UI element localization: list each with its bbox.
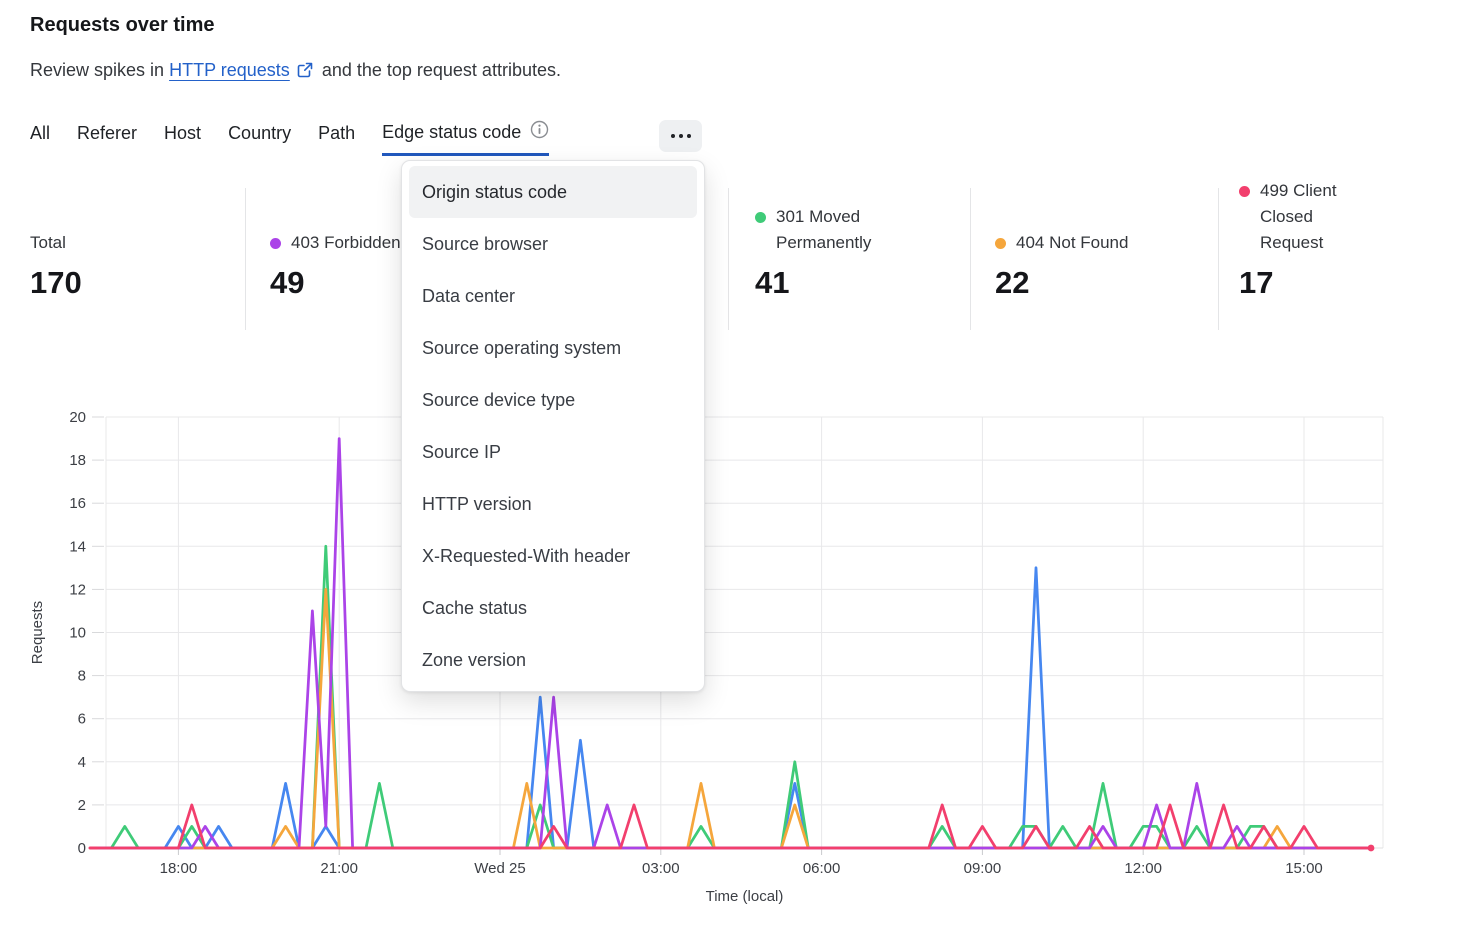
legend-dot — [995, 238, 1006, 249]
page-title: Requests over time — [30, 14, 215, 36]
menu-item-data-center[interactable]: Data center — [422, 285, 516, 306]
svg-text:21:00: 21:00 — [320, 860, 358, 877]
svg-text:15:00: 15:00 — [1285, 860, 1323, 877]
series-line-499-client-closed-request — [96, 803, 1373, 850]
svg-text:12: 12 — [69, 581, 86, 598]
legend-dot — [270, 238, 281, 249]
stat-value: 41 — [755, 265, 790, 300]
stats-row: Total 170 403 Forbidden 49 301 Moved Permane… — [0, 181, 1458, 338]
menu-item-source-ip[interactable]: Source IP — [422, 441, 502, 462]
stat-404-not-found: 404 Not Found 22 — [995, 188, 1155, 301]
svg-text:4: 4 — [78, 754, 86, 771]
svg-text:0: 0 — [78, 840, 86, 857]
tab-referer[interactable]: Referer — [77, 123, 138, 143]
stat-value: 49 — [270, 265, 305, 300]
svg-text:12:00: 12:00 — [1124, 860, 1162, 877]
svg-text:18: 18 — [69, 452, 86, 469]
subtitle-suffix: and the top request attributes. — [321, 60, 561, 80]
external-link-icon — [297, 62, 313, 83]
svg-text:16: 16 — [69, 495, 86, 512]
svg-text:Wed 25: Wed 25 — [474, 860, 525, 877]
stat-label: Total — [30, 233, 66, 252]
stat-label: 403 Forbidden — [291, 233, 401, 252]
svg-text:Requests: Requests — [29, 601, 46, 664]
tab-all[interactable]: All — [30, 123, 51, 143]
svg-text:8: 8 — [78, 668, 86, 685]
series-line-403-forbidden — [96, 437, 1373, 850]
svg-text:09:00: 09:00 — [964, 860, 1002, 877]
stat-value: 17 — [1239, 265, 1274, 300]
stat-301-moved-permanently: 301 Moved Permanently 41 — [755, 188, 875, 301]
attribute-dropdown-menu: Origin status code Source browser Data cen… — [401, 160, 705, 692]
tab-country[interactable]: Country — [228, 123, 292, 143]
ellipsis-icon — [670, 134, 675, 138]
menu-item-source-browser[interactable]: Source browser — [422, 233, 549, 254]
http-requests-link[interactable]: HTTP requests — [169, 60, 290, 80]
tab-host[interactable]: Host — [164, 123, 202, 143]
subtitle-prefix: Review spikes in — [30, 60, 165, 80]
tab-edge-status-code[interactable]: Edge status code — [382, 120, 550, 156]
subtitle: Review spikes in HTTP requests and the t… — [30, 60, 561, 83]
stat-label: 404 Not Found — [1016, 233, 1129, 252]
stat-divider — [245, 188, 246, 330]
stat-divider — [970, 188, 971, 330]
menu-item-cache-status[interactable]: Cache status — [422, 597, 528, 618]
stat-divider — [728, 188, 729, 330]
legend-dot — [1239, 186, 1250, 197]
svg-text:Time (local): Time (local) — [706, 888, 784, 905]
svg-text:06:00: 06:00 — [803, 860, 841, 877]
svg-text:18:00: 18:00 — [160, 860, 198, 877]
svg-text:6: 6 — [78, 711, 86, 728]
stat-value: 22 — [995, 265, 1030, 300]
menu-item-zone-version[interactable]: Zone version — [422, 649, 527, 670]
svg-text:10: 10 — [69, 625, 86, 642]
menu-item-source-operating-system[interactable]: Source operating system — [422, 337, 622, 358]
series-line-blank — [96, 566, 1373, 850]
attribute-tabs: All Referer Host Country Path Edge status cod… — [30, 120, 550, 156]
requests-over-time-chart: 0 2 4 6 8 10 12 14 16 18 20 18:00 21:00 Wed 25 03:00 06… — [0, 395, 1458, 940]
svg-text:20: 20 — [69, 409, 86, 426]
stat-label: 301 Moved Permanently — [776, 207, 872, 252]
svg-text:03:00: 03:00 — [642, 860, 680, 877]
more-tabs-button[interactable] — [659, 120, 702, 152]
stat-403-forbidden: 403 Forbidden 49 — [270, 188, 420, 301]
menu-item-origin-status-code[interactable]: Origin status code — [409, 166, 697, 218]
stat-divider — [1218, 188, 1219, 330]
tab-path[interactable]: Path — [318, 123, 356, 143]
menu-item-http-version[interactable]: HTTP version — [422, 493, 532, 514]
svg-text:2: 2 — [78, 797, 86, 814]
menu-item-x-requested-with-header[interactable]: X-Requested-With header — [422, 545, 631, 566]
stat-value: 170 — [30, 265, 82, 300]
menu-item-source-device-type[interactable]: Source device type — [422, 389, 576, 410]
legend-dot — [755, 212, 766, 223]
svg-text:14: 14 — [69, 538, 86, 555]
stat-total: Total 170 — [30, 188, 230, 301]
stat-499-client-closed-request: 499 Client Closed Request 17 — [1239, 181, 1379, 301]
info-icon[interactable] — [530, 120, 549, 144]
stat-label: 499 Client Closed Request — [1260, 181, 1337, 252]
